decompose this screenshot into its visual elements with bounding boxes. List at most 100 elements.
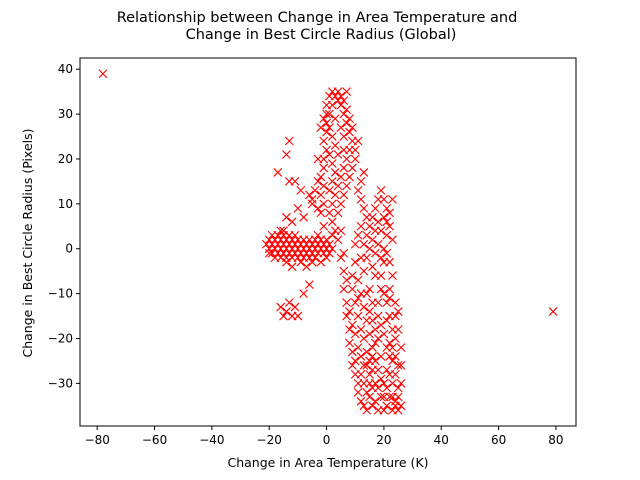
data-point — [316, 123, 326, 132]
data-point — [325, 123, 334, 132]
data-point — [347, 284, 357, 294]
data-point — [362, 212, 372, 222]
data-point — [322, 118, 331, 128]
data-point — [382, 401, 392, 411]
data-point — [393, 361, 403, 370]
data-point — [319, 181, 329, 191]
data-point — [390, 311, 400, 321]
data-point — [356, 194, 366, 204]
x-tick-label: 20 — [376, 433, 391, 447]
data-point — [390, 396, 400, 406]
data-point — [307, 257, 317, 267]
data-point — [362, 405, 372, 415]
data-point — [373, 217, 383, 227]
data-point — [368, 316, 377, 325]
x-tick-label: −80 — [85, 433, 110, 447]
data-point — [290, 302, 300, 312]
data-point — [350, 154, 360, 164]
data-point — [313, 154, 323, 164]
data-point — [359, 266, 369, 276]
data-point — [345, 127, 354, 137]
data-point — [388, 343, 397, 352]
y-tick-label: 10 — [58, 197, 73, 211]
data-point — [382, 248, 392, 258]
data-point — [347, 271, 357, 281]
data-point — [327, 159, 337, 168]
data-point — [336, 91, 346, 101]
data-point — [273, 168, 283, 177]
data-point — [336, 199, 346, 209]
data-point — [327, 217, 337, 227]
data-point — [339, 248, 349, 258]
data-point — [336, 226, 346, 236]
data-point — [319, 136, 329, 146]
data-point — [282, 150, 291, 159]
data-point — [370, 325, 380, 334]
data-point — [382, 298, 392, 307]
data-point — [284, 298, 294, 307]
data-point — [310, 186, 320, 195]
data-point — [365, 356, 374, 366]
data-point — [368, 262, 377, 272]
data-point — [379, 289, 389, 298]
data-point — [327, 177, 337, 186]
data-point — [385, 284, 395, 294]
data-point — [382, 217, 392, 227]
data-point — [330, 141, 340, 150]
data-point — [365, 329, 374, 339]
data-point — [336, 172, 346, 182]
data-point — [388, 378, 397, 388]
data-point — [276, 302, 286, 312]
x-axis-label: Change in Area Temperature (K) — [227, 455, 428, 470]
data-point — [356, 325, 366, 334]
data-point — [304, 190, 314, 200]
y-tick-label: −20 — [48, 331, 73, 345]
data-point — [333, 181, 343, 191]
data-point — [379, 405, 389, 415]
data-point — [350, 356, 360, 366]
data-point — [316, 208, 326, 218]
data-point — [385, 370, 395, 379]
data-point — [336, 100, 346, 110]
data-point — [342, 105, 352, 114]
data-point — [287, 217, 297, 227]
data-point — [388, 271, 397, 281]
data-point — [382, 316, 392, 325]
x-axis-ticks: −80 −60 −40 −20 0 20 40 60 80 — [85, 426, 564, 447]
data-point — [345, 325, 354, 334]
data-point — [350, 329, 360, 339]
data-point — [336, 123, 346, 132]
data-point — [356, 370, 366, 379]
data-point — [339, 266, 349, 276]
data-point — [319, 199, 329, 209]
data-point — [333, 150, 343, 159]
data-point — [339, 145, 349, 155]
data-point — [322, 253, 331, 263]
data-point — [359, 361, 369, 370]
data-point — [379, 329, 389, 339]
data-point — [327, 199, 337, 209]
x-tick-label: −60 — [142, 433, 167, 447]
data-point — [322, 109, 331, 119]
data-point — [353, 343, 363, 352]
y-tick-label: 40 — [58, 62, 73, 76]
data-point — [264, 248, 274, 258]
data-point — [368, 352, 377, 361]
data-point — [342, 154, 352, 164]
data-point — [393, 383, 403, 393]
data-point — [330, 168, 340, 177]
data-point — [368, 298, 377, 307]
y-axis-label: Change in Best Circle Radius (Pixels) — [20, 129, 35, 358]
data-point — [350, 239, 360, 249]
data-point — [356, 177, 366, 186]
data-point — [362, 289, 372, 298]
data-point — [325, 186, 334, 195]
data-point — [325, 239, 334, 249]
data-point — [333, 87, 343, 97]
data-point — [353, 293, 363, 303]
data-point — [396, 343, 406, 352]
data-point — [373, 239, 383, 249]
data-point — [339, 284, 349, 294]
data-point — [373, 311, 383, 321]
